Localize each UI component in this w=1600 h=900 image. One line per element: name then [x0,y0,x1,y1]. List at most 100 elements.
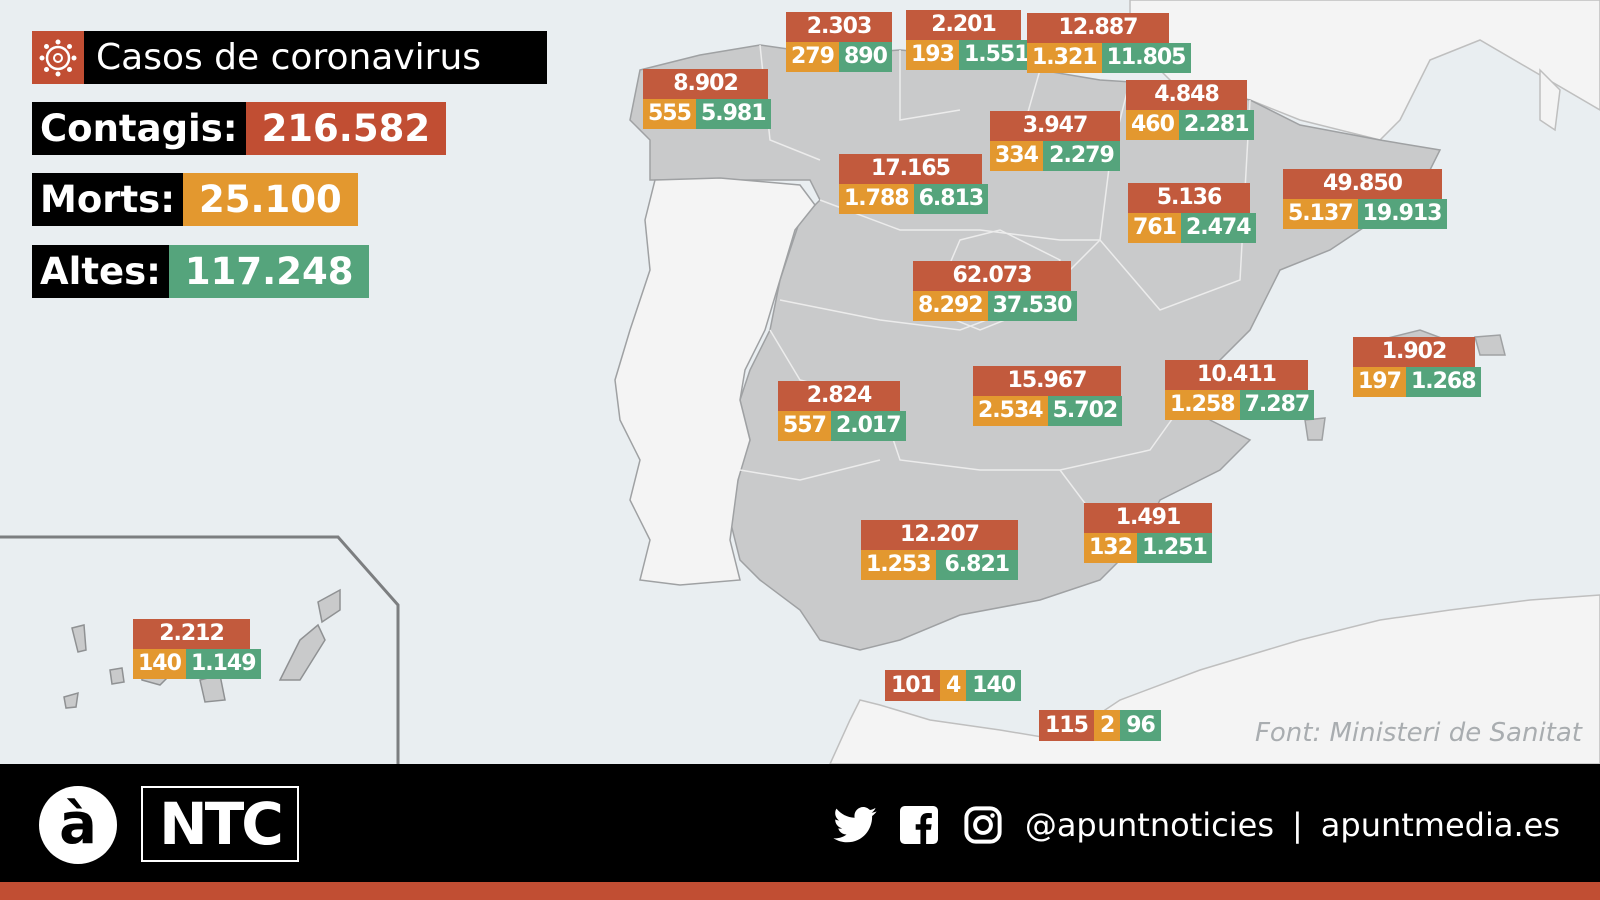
region-cases: 62.073 [913,261,1071,291]
region-recovered: 37.530 [987,291,1077,321]
corsica-landmass [1539,68,1561,132]
region-deaths: 5.137 [1283,199,1358,229]
region-cases: 101 [885,670,940,701]
africa-landmass [829,594,1600,764]
region-cases: 17.165 [839,154,982,184]
region-cases: 12.207 [861,520,1018,550]
footer-bar [0,764,1600,882]
website-link[interactable]: apuntmedia.es [1320,806,1560,844]
altes-value: 117.248 [168,245,370,298]
ntc-logo[interactable]: NTC [141,786,299,862]
region-deaths: 334 [990,141,1043,171]
region-cases: 15.967 [973,366,1121,396]
region-cases: 2.201 [906,10,1021,40]
region-melilla: 115 2 96 [1039,710,1161,741]
region-deaths: 140 [133,649,186,679]
region-deaths: 132 [1084,533,1137,563]
region-cases: 4.848 [1126,80,1247,110]
contagis-row: Contagis: 216.582 [32,102,447,155]
region-madrid: 62.073 8.292 37.530 [913,261,1077,321]
social-handle[interactable]: @apuntnoticies [1024,806,1274,844]
region-cases: 2.303 [786,12,892,42]
region-recovered: 96 [1120,710,1161,741]
region-deaths: 1.258 [1165,390,1240,420]
region-comunitat-valenciana: 10.411 1.258 7.287 [1165,360,1315,420]
region-recovered: 140 [966,670,1022,701]
region-extremadura: 2.824 557 2.017 [778,381,906,441]
region-recovered: 2.474 [1180,213,1256,243]
morts-value: 25.100 [183,173,358,226]
canaries-inset-border [0,535,400,764]
region-castella-la-manxa: 15.967 2.534 5.702 [973,366,1123,426]
region-cases: 2.824 [778,381,900,411]
region-recovered: 2.281 [1178,110,1254,140]
contagis-label: Contagis: [32,102,246,155]
region-cases: 12.887 [1027,13,1169,43]
region-recovered: 6.813 [913,184,989,214]
twitter-icon[interactable] [833,803,877,847]
region-castella-lleo: 17.165 1.788 6.813 [839,154,989,214]
region-recovered: 2.017 [830,411,906,441]
region-recovered: 890 [838,42,892,72]
region-recovered: 1.551 [958,40,1034,70]
region-ceuta: 101 4 140 [885,670,1022,701]
region-asturias: 2.303 279 890 [786,12,892,72]
region-cases: 1.491 [1084,503,1212,533]
region-recovered: 11.805 [1101,43,1191,73]
title-box: Casos de coronavirus [32,31,547,84]
region-deaths: 761 [1128,213,1181,243]
contagis-value: 216.582 [245,102,447,155]
altes-label: Altes: [32,245,169,298]
virus-icon [32,31,84,84]
region-deaths: 8.292 [913,291,988,321]
region-deaths: 555 [643,99,696,129]
region-cases: 3.947 [990,111,1120,141]
region-recovered: 5.981 [695,99,771,129]
region-recovered: 5.702 [1047,396,1123,426]
region-deaths: 1.321 [1027,43,1102,73]
instagram-icon[interactable] [961,803,1005,847]
region-deaths: 460 [1126,110,1179,140]
page-title: Casos de coronavirus [96,37,482,78]
region-cases: 8.902 [643,69,768,99]
source-credit: Font: Ministeri de Sanitat [1254,718,1582,748]
region-deaths: 557 [778,411,831,441]
region-catalunya: 49.850 5.137 19.913 [1283,169,1447,229]
region-deaths: 279 [786,42,839,72]
region-cases: 2.212 [133,619,250,649]
region-cases: 5.136 [1128,183,1250,213]
region-deaths: 4 [939,670,967,701]
footer-stripe [0,882,1600,900]
region-murcia: 1.491 132 1.251 [1084,503,1212,563]
region-arago: 5.136 761 2.474 [1128,183,1256,243]
region-deaths: 2.534 [973,396,1048,426]
region-andalusia: 12.207 1.253 6.821 [861,520,1018,580]
region-deaths: 1.253 [861,550,936,580]
region-cases: 10.411 [1165,360,1308,390]
region-recovered: 19.913 [1357,199,1447,229]
footer-separator: | [1291,806,1303,844]
region-recovered: 2.279 [1042,141,1120,171]
region-cases: 1.902 [1353,337,1475,367]
region-cases: 115 [1039,710,1094,741]
morts-row: Morts: 25.100 [32,173,358,226]
region-recovered: 6.821 [935,550,1018,580]
region-deaths: 197 [1353,367,1406,397]
region-recovered: 1.251 [1136,533,1212,563]
region-la-rioja: 3.947 334 2.279 [990,111,1120,171]
apunt-logo[interactable]: à [39,786,117,864]
menorca-island [1474,334,1506,356]
region-canaries: 2.212 140 1.149 [133,619,261,679]
ibiza-island [1304,417,1326,441]
region-cantabria: 2.201 193 1.551 [906,10,1034,70]
region-deaths: 193 [906,40,959,70]
region-recovered: 1.268 [1405,367,1481,397]
altes-row: Altes: 117.248 [32,245,370,298]
region-recovered: 1.149 [185,649,261,679]
portugal-landmass [614,177,816,586]
morts-label: Morts: [32,173,183,226]
region-illes-balears: 1.902 197 1.268 [1353,337,1481,397]
region-cases: 49.850 [1283,169,1442,199]
facebook-icon[interactable] [897,803,941,847]
region-deaths: 1.788 [839,184,914,214]
